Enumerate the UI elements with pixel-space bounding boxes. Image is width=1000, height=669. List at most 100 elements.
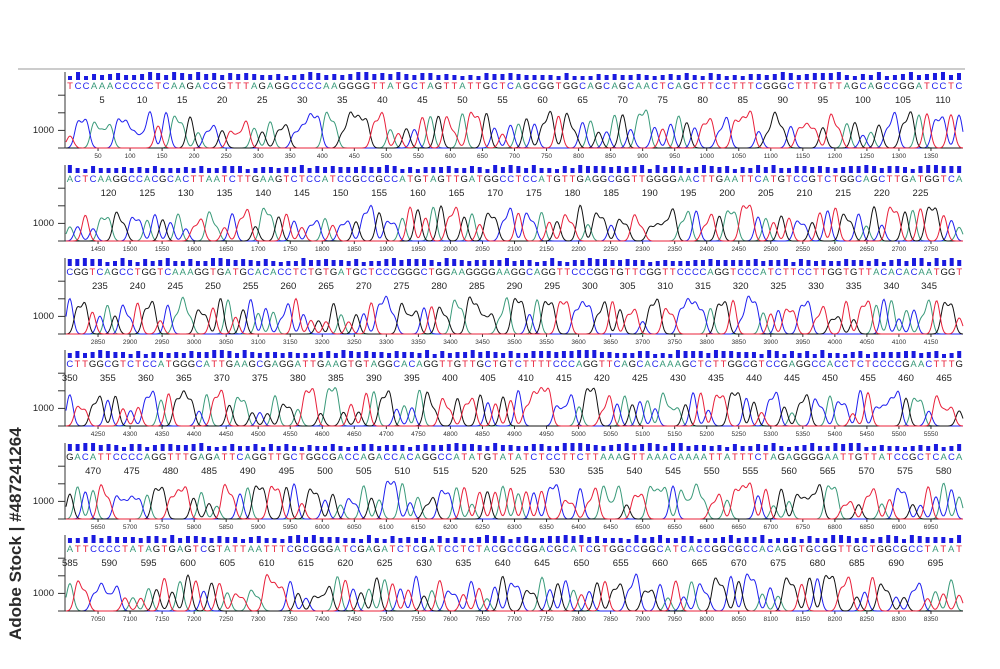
base-call: G [249,359,256,370]
quality-bar [315,166,320,173]
base-call: A [643,81,650,92]
quality-bar [748,74,753,80]
base-call: C [639,267,646,278]
base-call: A [337,452,344,463]
y-tick-label: 1000 [33,311,54,322]
base-call: C [911,267,918,278]
quality-bar [678,261,683,266]
quality-bar [462,168,467,173]
quality-bar [292,75,297,80]
base-position-label: 65 [577,95,588,106]
quality-bar [782,354,787,358]
base-call: T [799,544,805,555]
base-call: G [711,544,718,555]
base-position-label: 550 [704,466,720,477]
scan-tick-label: 2250 [603,246,618,253]
quality-bar [143,354,148,358]
quality-bar [789,351,794,358]
quality-bar [91,443,96,451]
base-call: T [446,174,452,185]
base-call: G [646,174,653,185]
scan-tick-label: 150 [157,153,168,160]
base-call: G [875,81,882,92]
base-call: T [956,267,962,278]
scan-tick-label: 2150 [539,246,554,253]
base-position-label: 545 [665,466,681,477]
base-call: G [435,81,442,92]
scan-tick-label: 3200 [315,339,330,346]
scan-tick-label: 3800 [699,339,714,346]
base-call: C [811,359,818,370]
quality-bar [420,73,425,80]
base-call: A [195,81,202,92]
base-call: A [323,81,330,92]
base-call: T [887,452,893,463]
base-call: G [641,544,648,555]
quality-bar [725,447,730,451]
base-position-label: 535 [588,466,604,477]
base-call: G [563,81,570,92]
quality-bar [779,446,784,451]
quality-bar [812,354,817,358]
base-call: T [229,452,235,463]
base-call: C [723,81,730,92]
base-call: T [183,452,189,463]
quality-bar [802,445,807,451]
base-call: C [670,452,677,463]
base-call: T [346,267,352,278]
quality-bar [276,168,281,173]
quality-bar [812,73,817,80]
quality-bar [209,538,214,543]
base-position-label: 345 [921,281,937,292]
quality-bar [957,444,962,451]
quality-bar [779,168,784,173]
quality-bar [137,444,142,451]
quality-bar [129,168,134,173]
base-position-label: 540 [626,466,642,477]
quality-bar [276,446,281,451]
base-position-label: 160 [410,188,426,199]
base-call: G [499,359,506,370]
quality-bar [384,165,389,173]
base-call: C [948,174,955,185]
quality-bar [376,261,381,266]
quality-bar [361,166,366,173]
base-call: A [484,544,491,555]
base-call: G [355,81,362,92]
quality-bar [926,446,931,451]
quality-bar [148,72,153,80]
base-position-label: 280 [431,281,447,292]
base-call: C [375,267,382,278]
scan-tick-label: 4000 [828,339,843,346]
quality-bar [524,168,529,173]
base-call: T [870,544,876,555]
quality-bar [220,75,225,80]
quality-bar [176,445,181,451]
scan-tick-label: 5450 [860,431,875,438]
base-call: T [500,81,506,92]
scan-tick-label: 1500 [123,246,138,253]
base-call: G [870,174,877,185]
quality-bar [391,258,396,266]
base-call: A [105,174,112,185]
quality-bar [195,261,200,266]
base-call: T [570,452,576,463]
quality-bar [577,350,582,358]
base-call: T [747,174,753,185]
base-call: C [438,452,445,463]
base-call: G [151,452,158,463]
quality-bar [949,446,954,451]
scan-tick-label: 5050 [603,431,618,438]
base-call: C [74,174,81,185]
base-call: A [179,81,186,92]
base-position-label: 170 [487,188,503,199]
quality-bar [941,354,946,358]
quality-bar [83,353,88,358]
quality-bar [787,447,792,451]
quality-bar [752,537,757,543]
base-call: T [700,81,706,92]
quality-bar [467,261,472,266]
base-position-label: 5 [99,95,104,106]
base-call: T [639,174,645,185]
quality-bar [668,354,673,358]
